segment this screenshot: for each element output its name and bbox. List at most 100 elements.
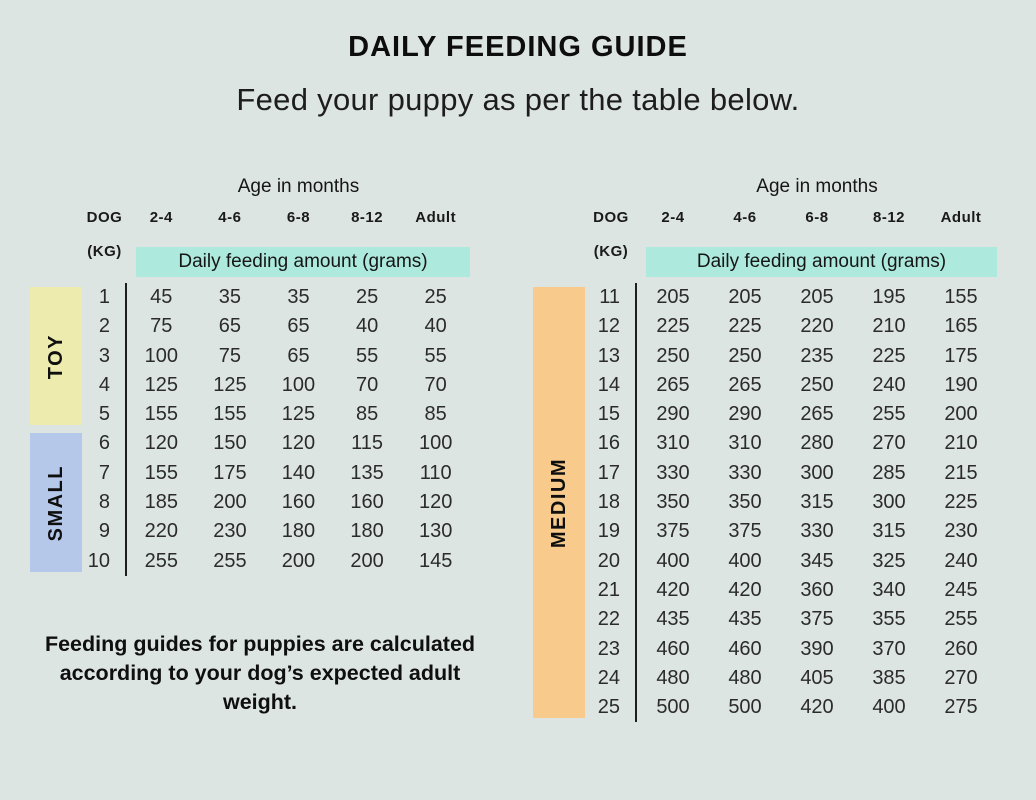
feeding-amount-cell: 460: [728, 637, 762, 660]
age-column-header: 2-4: [661, 209, 685, 226]
feeding-amount-cell: 165: [944, 315, 978, 338]
feeding-amount-cell: 25: [424, 286, 447, 308]
weight-kg-cell: 20: [585, 546, 637, 576]
table-row: 23 460 460 390 370 260: [585, 634, 997, 664]
feeding-amount-cell: 480: [656, 666, 690, 689]
age-column-header: 4-6: [733, 209, 757, 226]
feeding-amount-cell: 310: [656, 432, 690, 455]
feeding-amount-cell: 375: [728, 520, 762, 543]
feeding-amount-cell: 460: [656, 637, 690, 660]
daily-feeding-amount-label: Daily feeding amount (grams): [136, 247, 470, 277]
size-band-label: TOY: [44, 333, 67, 379]
weight-kg-cell: 18: [585, 488, 637, 518]
age-column-header: 4-6: [218, 209, 242, 226]
feeding-amount-cell: 205: [656, 286, 690, 308]
feeding-amount-cell: 205: [800, 286, 834, 308]
feeding-amount-cell: 270: [944, 666, 978, 689]
age-column-header: 8-12: [872, 209, 906, 226]
feeding-table-toy-small: Age in months DOG 2-4 4-6 6-8 8-12 Adult (KG) Da…: [30, 170, 470, 576]
table-row: 25 500 500 420 400 275: [585, 693, 997, 723]
table-row: 14 265 265 250 240 190: [585, 370, 997, 401]
feeding-amount-cell: 195: [872, 286, 906, 308]
feeding-amount-cell: 135: [350, 461, 384, 484]
weight-kg-cell: 11: [585, 283, 637, 313]
feeding-amount-cell: 345: [800, 549, 834, 572]
weight-kg-cell: 13: [585, 341, 637, 371]
feeding-amount-cell: 250: [728, 344, 762, 367]
feeding-amount-cell: 385: [872, 666, 906, 689]
feeding-amount-cell: 110: [419, 461, 452, 484]
feeding-amount-cell: 230: [213, 520, 247, 543]
weight-kg-cell: 9: [82, 517, 127, 547]
size-band-label: MEDIUM: [547, 457, 570, 548]
table-row: 2 75 65 65 40 40: [82, 312, 470, 342]
feeding-amount-cell: 215: [944, 461, 978, 484]
feeding-amount-cell: 220: [144, 520, 178, 543]
feeding-amount-cell: 190: [944, 373, 978, 396]
table-row: 17 330 330 300 285 215: [585, 458, 997, 489]
table-row: 3 100 75 65 55 55: [82, 341, 470, 371]
table-row: 18 350 350 315 300 225: [585, 488, 997, 518]
feeding-amount-cell: 85: [355, 403, 379, 426]
weight-kg-cell: 23: [585, 634, 637, 664]
weight-kg-cell: 10: [82, 546, 127, 576]
age-column-header: 6-8: [286, 209, 311, 226]
feeding-amount-cell: 100: [144, 344, 178, 367]
feeding-amount-cell: 155: [144, 461, 178, 484]
size-band-toy: TOY: [30, 287, 82, 426]
feeding-amount-cell: 315: [872, 520, 906, 543]
feeding-amount-cell: 120: [144, 432, 178, 455]
feeding-amount-cell: 85: [424, 403, 447, 426]
feeding-amount-cell: 315: [800, 491, 834, 514]
feeding-amount-cell: 350: [656, 491, 690, 514]
page-title: DAILY FEEDING GUIDE: [348, 31, 688, 63]
feeding-amount-cell: 25: [355, 286, 379, 308]
feeding-amount-cell: 405: [800, 666, 834, 689]
feeding-amount-cell: 155: [144, 403, 178, 426]
feeding-amount-cell: 180: [350, 520, 384, 543]
table-row: 5 155 155 125 85 85: [82, 400, 470, 430]
size-band-label: SMALL: [44, 464, 67, 541]
feeding-amount-cell: 65: [287, 315, 310, 338]
feeding-amount-cell: 70: [424, 373, 447, 396]
weight-kg-cell: 25: [585, 693, 637, 723]
feeding-amount-cell: 355: [872, 608, 906, 631]
age-column-header: Adult: [940, 209, 982, 226]
feeding-amount-cell: 420: [728, 578, 762, 601]
feeding-amount-cell: 145: [418, 549, 453, 572]
feeding-amount-cell: 265: [728, 373, 762, 396]
feeding-amount-cell: 115: [351, 432, 384, 455]
age-column-header: 8-12: [351, 209, 384, 226]
feeding-amount-cell: 160: [350, 491, 384, 514]
feeding-table-medium: Age in months DOG 2-4 4-6 6-8 8-12 Adult (KG) Da…: [533, 170, 997, 723]
size-group-small: SMALL 6 120 150 120 115 100 7 155 175 140 135 110 8 18…: [30, 429, 470, 576]
feeding-amount-cell: 255: [944, 608, 978, 631]
feeding-amount-cell: 200: [944, 403, 978, 426]
feeding-amount-cell: 235: [800, 344, 834, 367]
feeding-amount-cell: 180: [281, 520, 316, 543]
feeding-amount-cell: 250: [800, 373, 834, 396]
feeding-amount-cell: 280: [800, 432, 834, 455]
table-row: 8 185 200 160 160 120: [82, 488, 470, 518]
feeding-amount-cell: 125: [144, 373, 178, 396]
kg-label: (KG): [593, 243, 629, 260]
table-row: 19 375 375 330 315 230: [585, 517, 997, 547]
feeding-amount-cell: 155: [213, 403, 247, 426]
feeding-amount-cell: 420: [656, 578, 690, 601]
feeding-amount-cell: 65: [218, 315, 242, 338]
weight-kg-cell: 3: [82, 341, 127, 371]
feeding-amount-cell: 100: [281, 373, 316, 396]
weight-kg-cell: 15: [585, 400, 637, 430]
feeding-amount-cell: 210: [944, 432, 978, 455]
kg-label: (KG): [87, 243, 122, 260]
feeding-amount-cell: 300: [872, 491, 906, 514]
feeding-amount-cell: 370: [872, 637, 906, 660]
feeding-amount-cell: 270: [872, 432, 906, 455]
feeding-amount-cell: 255: [213, 549, 247, 572]
feeding-amount-cell: 55: [424, 344, 447, 367]
feeding-amount-cell: 480: [728, 666, 762, 689]
feeding-amount-cell: 500: [728, 696, 762, 719]
feeding-amount-cell: 360: [800, 578, 834, 601]
age-column-header: 6-8: [805, 209, 829, 226]
